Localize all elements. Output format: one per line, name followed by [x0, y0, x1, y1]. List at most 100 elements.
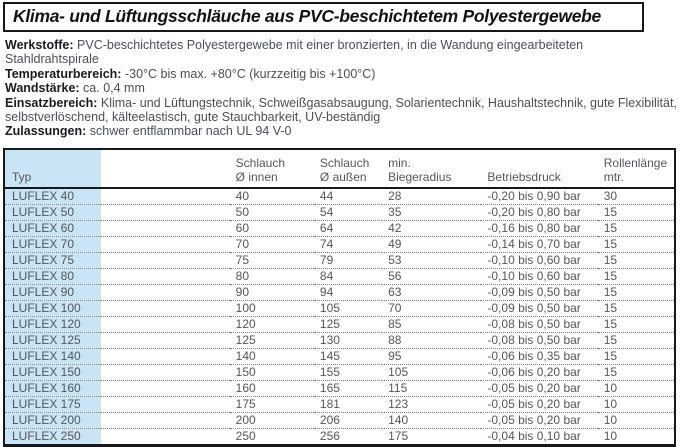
spec-line-zulassungen: Zulassungen: schwer entflammbar nach UL … — [5, 124, 679, 138]
value-cell: -0,09 bis 0,50 bar — [481, 284, 598, 301]
spacer-cell — [101, 332, 230, 349]
type-cell: LUFLEX 120 — [4, 316, 102, 333]
table-row: LUFLEX 70 70 74 49 -0,14 bis 0,70 bar 15 — [4, 236, 675, 253]
value-cell: 28 — [382, 187, 482, 205]
value-cell: 206 — [313, 412, 383, 429]
type-cell: LUFLEX 50 — [4, 204, 102, 221]
type-cell: LUFLEX 175 — [4, 396, 102, 413]
value-cell: 145 — [313, 348, 383, 365]
spacer-cell — [101, 316, 230, 333]
value-cell: -0,10 bis 0,60 bar — [481, 252, 598, 269]
spacer-cell — [101, 300, 230, 317]
type-cell: LUFLEX 80 — [4, 268, 102, 285]
spec-label: Zulassungen: — [5, 124, 87, 139]
type-cell: LUFLEX 60 — [4, 220, 102, 237]
spacer-cell — [101, 284, 230, 301]
value-cell: 42 — [382, 220, 482, 237]
spacer-cell — [101, 396, 230, 413]
type-cell: LUFLEX 100 — [4, 300, 102, 317]
value-cell: -0,10 bis 0,60 bar — [481, 268, 598, 285]
value-cell: 105 — [382, 364, 482, 381]
spec-label: Wandstärke: — [5, 81, 80, 96]
header-rollenlaenge: Rollenlänge mtr. — [597, 148, 675, 189]
value-cell: -0,09 bis 0,50 bar — [481, 300, 598, 317]
value-cell: 30 — [597, 187, 675, 205]
value-cell: 88 — [382, 332, 482, 349]
value-cell: 200 — [229, 412, 314, 429]
value-cell: -0,20 bis 0,90 bar — [481, 187, 598, 205]
type-cell: LUFLEX 75 — [4, 252, 102, 269]
type-cell: LUFLEX 140 — [4, 348, 102, 365]
header-spacer — [101, 148, 230, 189]
table-row: LUFLEX 75 75 79 53 -0,10 bis 0,60 bar 15 — [4, 252, 675, 269]
type-cell: LUFLEX 90 — [4, 284, 102, 301]
table-row: LUFLEX 125 125 130 88 -0,08 bis 0,50 bar 15 — [4, 332, 675, 349]
value-cell: 15 — [597, 348, 675, 365]
value-cell: -0,20 bis 0,80 bar — [481, 204, 598, 221]
value-cell: 125 — [313, 316, 383, 333]
spacer-cell — [101, 204, 230, 221]
header-innen: Schlauch Ø innen — [229, 148, 314, 189]
value-cell: 15 — [597, 284, 675, 301]
type-cell: LUFLEX 125 — [4, 332, 102, 349]
value-cell: 15 — [597, 220, 675, 237]
value-cell: 15 — [597, 300, 675, 317]
value-cell: 15 — [597, 364, 675, 381]
value-cell: -0,16 bis 0,80 bar — [481, 220, 598, 237]
spec-list: Werkstoffe: PVC-beschichtetes Polyesterg… — [5, 38, 679, 139]
spec-line-einsatzbereich: Einsatzbereich: Klima- und Lüftungstechn… — [5, 96, 679, 125]
value-cell: 120 — [229, 316, 314, 333]
spacer-cell — [101, 428, 229, 445]
table-row: LUFLEX 80 80 84 56 -0,10 bis 0,60 bar 15 — [4, 268, 675, 285]
value-cell: 150 — [229, 364, 314, 381]
table-row: LUFLEX 50 50 54 35 -0,20 bis 0,80 bar 15 — [4, 204, 675, 221]
value-cell: 74 — [313, 236, 383, 253]
value-cell: -0,05 bis 0,20 bar — [481, 412, 598, 429]
table-row: LUFLEX 60 60 64 42 -0,16 bis 0,80 bar 15 — [4, 220, 675, 237]
type-cell: LUFLEX 250 — [4, 428, 102, 446]
spacer-cell — [101, 187, 230, 205]
value-cell: 10 — [603, 429, 618, 444]
value-cell: 15 — [597, 332, 675, 349]
value-cell: 155 — [313, 364, 383, 381]
table-row: LUFLEX 100 100 105 70 -0,09 bis 0,50 bar 15 — [4, 300, 675, 317]
value-cell: 160 — [229, 380, 314, 397]
value-cell: 140 — [229, 348, 314, 365]
value-cell: 75 — [229, 252, 314, 269]
value-cell: 15 — [597, 252, 675, 269]
spec-label: Werkstoffe: — [5, 38, 74, 52]
page-title: Klima- und Lüftungsschläuche aus PVC-bes… — [13, 6, 601, 26]
value-cell: 94 — [313, 284, 383, 301]
value-cell: 53 — [382, 252, 482, 269]
value-cell: 175 — [388, 429, 409, 444]
table-row: LUFLEX 200 200 206 140 -0,05 bis 0,20 bar 10 — [4, 412, 675, 429]
value-cell: 90 — [229, 284, 314, 301]
value-cell: 44 — [313, 187, 383, 205]
value-cell: 100 — [229, 300, 314, 317]
value-cell: 256 — [319, 429, 340, 444]
value-cell: 181 — [313, 396, 383, 413]
value-cell: -0,04 bis 0,10 bar — [487, 429, 581, 444]
type-cell: LUFLEX 150 — [4, 364, 102, 381]
value-cell: -0,14 bis 0,70 bar — [481, 236, 598, 253]
value-cell: 70 — [382, 300, 482, 317]
value-cell: 56 — [382, 268, 482, 285]
value-cell: 10 — [597, 396, 675, 413]
value-cell: 115 — [382, 380, 482, 397]
value-cell: -0,05 bis 0,20 bar — [481, 396, 598, 413]
value-cell: 60 — [229, 220, 314, 237]
spec-value: -30°C bis max. +80°C (kurzzeitig bis +10… — [124, 66, 376, 81]
hose-size-table: Typ Schlauch Ø innen Schlauch Ø außen mi… — [3, 147, 676, 447]
value-cell: 15 — [597, 236, 675, 253]
value-cell: 54 — [313, 204, 383, 221]
value-cell: 50 — [229, 204, 314, 221]
table-row: LUFLEX 140 140 145 95 -0,06 bis 0,35 bar 15 — [4, 348, 675, 365]
value-cell: 79 — [313, 252, 383, 269]
table-row: LUFLEX 250 250 256 175 -0,04 bis 0,10 bar 10 — [4, 428, 675, 446]
value-cell: 64 — [313, 220, 383, 237]
value-cell: -0,08 bis 0,50 bar — [481, 316, 598, 333]
value-cell: 80 — [229, 268, 314, 285]
spacer-cell — [101, 252, 230, 269]
value-cell: 250 — [235, 429, 256, 444]
spec-line-wandstaerke: Wandstärke: ca. 0,4 mm — [5, 81, 679, 95]
